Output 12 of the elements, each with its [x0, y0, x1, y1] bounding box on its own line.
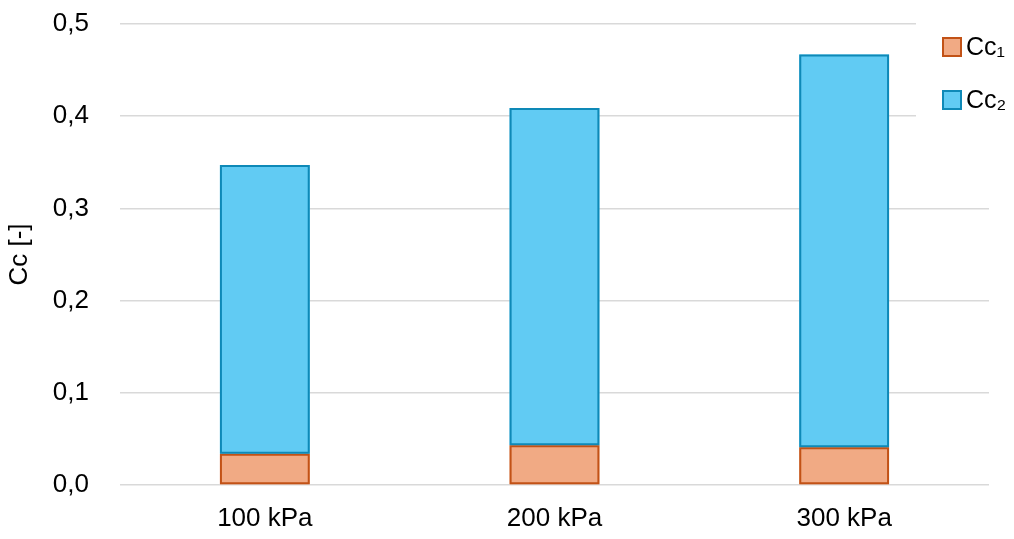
legend-label: Cc₁ — [966, 31, 1005, 60]
y-tick-label: 0,0 — [52, 468, 89, 499]
y-tick-label: 0,4 — [52, 99, 89, 130]
y-tick-label: 0,1 — [52, 375, 89, 406]
legend-label: Cc₂ — [966, 84, 1007, 113]
y-tick-label: 0,5 — [52, 7, 89, 38]
x-tick-label: 300 kPa — [796, 501, 893, 532]
y-tick-label: 0,2 — [52, 283, 89, 314]
y-tick-label: 0,3 — [52, 191, 89, 222]
x-tick-label: 200 kPa — [506, 501, 603, 532]
x-tick-label: 100 kPa — [217, 501, 314, 532]
y-axis-title: Cc [-] — [2, 223, 33, 286]
